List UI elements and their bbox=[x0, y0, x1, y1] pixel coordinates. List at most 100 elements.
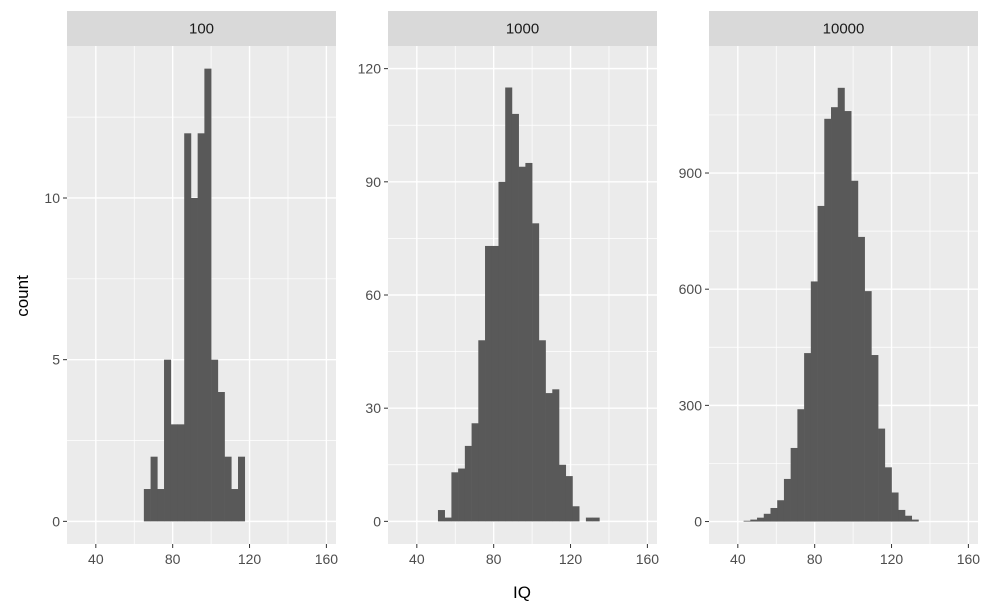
x-tick-label: 120 bbox=[559, 551, 583, 567]
histogram-bar bbox=[585, 517, 593, 522]
histogram-bar bbox=[545, 393, 553, 522]
histogram-bar bbox=[804, 353, 812, 522]
histogram-bar bbox=[750, 519, 758, 522]
histogram-bar bbox=[790, 447, 798, 522]
histogram-bar bbox=[451, 472, 459, 522]
y-tick-label: 900 bbox=[679, 165, 703, 181]
y-tick-label: 0 bbox=[52, 513, 60, 529]
histogram-bar bbox=[491, 245, 499, 522]
histogram-bar bbox=[884, 467, 892, 522]
histogram-bar bbox=[150, 456, 158, 522]
x-tick-label: 120 bbox=[880, 551, 904, 567]
histogram-bar bbox=[190, 197, 198, 522]
histogram-bar bbox=[164, 359, 172, 522]
x-axis-title: IQ bbox=[513, 583, 531, 602]
x-tick-label: 40 bbox=[409, 551, 425, 567]
histogram-bar bbox=[898, 509, 906, 522]
histogram-bar bbox=[511, 113, 519, 522]
histogram-bar bbox=[197, 133, 205, 522]
histogram-bar bbox=[911, 519, 919, 522]
facet-panel-1000: 1000 40 80 120 160 0 30 60 90 120 bbox=[358, 11, 660, 567]
histogram-bar bbox=[757, 517, 765, 522]
x-tick-label: 160 bbox=[315, 551, 339, 567]
histogram-bar bbox=[871, 355, 879, 522]
histogram-bar bbox=[518, 166, 526, 522]
histogram-bar bbox=[217, 392, 225, 522]
facet-panel-10000: 10000 40 80 120 160 0 300 600 900 bbox=[679, 11, 981, 567]
histogram-bar bbox=[837, 87, 845, 522]
histogram-bar bbox=[817, 205, 825, 522]
histogram-bar bbox=[857, 236, 865, 522]
histogram-bar bbox=[471, 423, 479, 522]
histogram-bar bbox=[437, 510, 445, 522]
y-tick-label: 120 bbox=[358, 61, 382, 77]
histogram-bar bbox=[743, 520, 751, 522]
x-tick-label: 80 bbox=[165, 551, 181, 567]
histogram-bar bbox=[143, 489, 151, 522]
histogram-bar bbox=[891, 492, 899, 522]
histogram-bar bbox=[485, 245, 493, 522]
histogram-bar bbox=[204, 68, 212, 522]
x-tick-label: 160 bbox=[957, 551, 981, 567]
histogram-bar bbox=[851, 180, 859, 522]
histogram-bar bbox=[478, 340, 486, 522]
histogram-bar bbox=[844, 111, 852, 522]
histogram-bar bbox=[157, 489, 165, 522]
histogram-bar bbox=[525, 162, 533, 522]
facet-panels: 100 40 80 120 160 0 5 10 1000 40 80 120 160 0 30 60 90 12… bbox=[44, 11, 980, 567]
histogram-bar bbox=[458, 468, 466, 522]
y-tick-label: 10 bbox=[44, 190, 60, 206]
x-tick-label: 40 bbox=[730, 551, 746, 567]
histogram-bar bbox=[505, 87, 513, 522]
y-tick-label: 60 bbox=[365, 287, 381, 303]
histogram-bar bbox=[810, 281, 818, 522]
histogram-bar bbox=[878, 428, 886, 522]
histogram-bar bbox=[538, 340, 546, 522]
y-tick-label: 5 bbox=[52, 352, 60, 368]
histogram-bar bbox=[797, 409, 805, 522]
histogram-bar bbox=[559, 464, 567, 522]
x-tick-label: 80 bbox=[486, 551, 502, 567]
y-axis-title: count bbox=[13, 275, 32, 317]
x-tick-label: 80 bbox=[807, 551, 823, 567]
histogram-bar bbox=[552, 389, 560, 522]
histogram-bar bbox=[170, 424, 178, 522]
y-tick-label: 30 bbox=[365, 400, 381, 416]
facet-strip-label: 1000 bbox=[506, 21, 539, 38]
histogram-bar bbox=[184, 133, 192, 522]
facet-strip bbox=[388, 11, 657, 46]
facet-panel-100: 100 40 80 120 160 0 5 10 bbox=[44, 11, 338, 567]
histogram-bar bbox=[444, 517, 452, 522]
histogram-bar bbox=[777, 500, 785, 522]
histogram-bar bbox=[592, 517, 600, 522]
y-tick-label: 0 bbox=[373, 513, 381, 529]
histogram-bar bbox=[532, 223, 540, 522]
x-tick-label: 120 bbox=[238, 551, 262, 567]
histogram-bar bbox=[238, 456, 246, 522]
facet-strip bbox=[709, 11, 978, 46]
y-tick-label: 90 bbox=[365, 174, 381, 190]
y-tick-label: 300 bbox=[679, 397, 703, 413]
histogram-bar bbox=[231, 489, 239, 522]
histogram-bar bbox=[824, 118, 832, 522]
histogram-bar bbox=[904, 515, 913, 522]
facet-strip-label: 100 bbox=[189, 21, 214, 38]
histogram-bar bbox=[177, 424, 185, 522]
histogram-bar bbox=[831, 107, 839, 522]
histogram-bar bbox=[572, 506, 580, 522]
histogram-bar bbox=[464, 445, 472, 522]
histogram-bar bbox=[864, 291, 872, 522]
histogram-bar bbox=[770, 507, 778, 522]
histogram-bar bbox=[763, 513, 771, 522]
x-tick-label: 160 bbox=[636, 551, 660, 567]
facet-strip bbox=[67, 11, 336, 46]
histogram-bar bbox=[211, 359, 219, 522]
facet-strip-label: 10000 bbox=[823, 21, 865, 38]
histogram-bar bbox=[224, 456, 232, 522]
y-tick-label: 600 bbox=[679, 281, 703, 297]
histogram-bar bbox=[783, 478, 791, 522]
x-tick-label: 40 bbox=[88, 551, 104, 567]
histogram-bar bbox=[498, 181, 506, 522]
histogram-bar bbox=[565, 476, 573, 522]
